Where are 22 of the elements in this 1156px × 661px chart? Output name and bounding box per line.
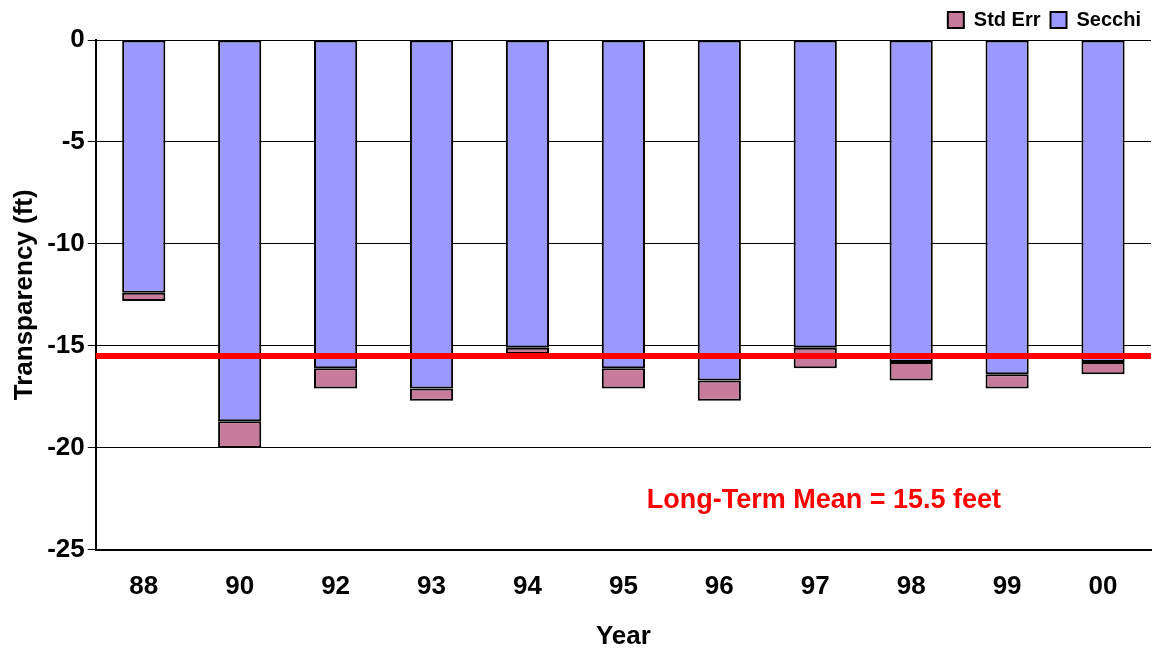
x-axis-title: Year (595, 619, 651, 650)
y-axis-title: Transparency (ft) (7, 189, 38, 401)
legend-label: Std Err (973, 7, 1041, 30)
x-tick-label: 94 (513, 570, 543, 601)
x-tick-label: 96 (704, 570, 734, 601)
y-tick-label: -5 (61, 125, 85, 156)
y-tick-label: -25 (47, 532, 85, 563)
x-tick-label: 97 (800, 570, 830, 601)
x-tick-label: 00 (1088, 570, 1118, 601)
y-tick-label: -20 (47, 430, 85, 461)
x-tick-label: 98 (896, 570, 926, 601)
x-tick-label: 93 (417, 570, 446, 601)
y-tick-label: 0 (70, 23, 85, 54)
y-tick-label: -15 (47, 328, 85, 359)
y-tick-label: -10 (47, 227, 85, 258)
legend-label: Secchi (1076, 7, 1141, 30)
x-tick-label: 88 (129, 570, 159, 601)
annotation: Long-Term Mean = 15.5 feet (646, 484, 1002, 515)
x-tick-label: 90 (225, 570, 255, 601)
x-tick-label: 99 (992, 570, 1022, 601)
x-tick-label: 95 (608, 570, 638, 601)
x-tick-label: 92 (321, 570, 351, 601)
